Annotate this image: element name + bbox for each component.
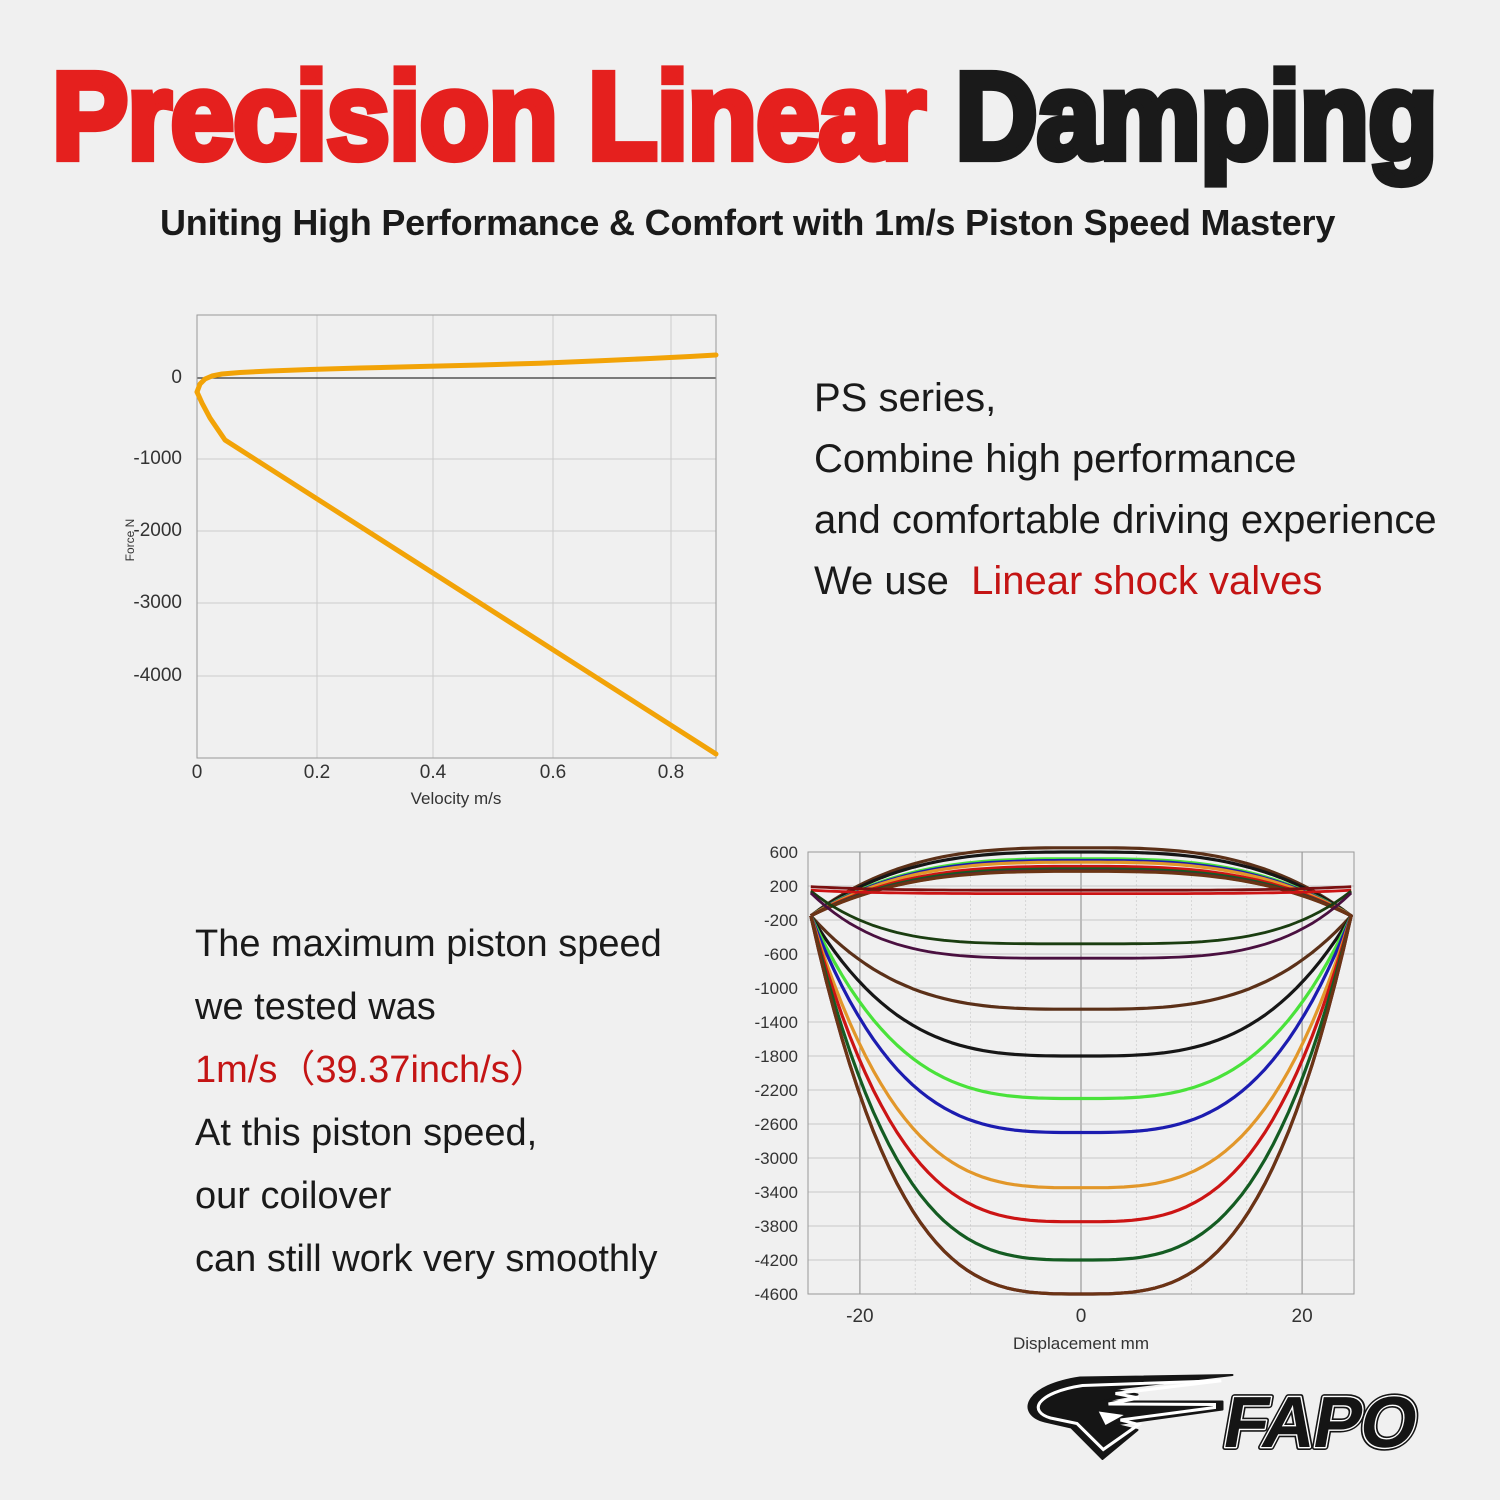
svg-text:-1800: -1800 — [755, 1047, 798, 1066]
svg-text:0: 0 — [171, 367, 182, 388]
svg-text:-2000: -2000 — [133, 520, 182, 541]
svg-text:Force N: Force N — [123, 519, 137, 562]
svg-text:-1400: -1400 — [755, 1013, 798, 1032]
svg-text:-2600: -2600 — [755, 1115, 798, 1134]
svg-text:-200: -200 — [764, 911, 798, 930]
svg-text:-1000: -1000 — [133, 448, 182, 469]
svg-text:Displacement mm: Displacement mm — [1013, 1334, 1149, 1353]
svg-text:-1000: -1000 — [755, 979, 798, 998]
svg-text:-4000: -4000 — [133, 665, 182, 686]
svg-text:FAPO: FAPO — [1218, 1382, 1424, 1462]
svg-text:Velocity m/s: Velocity m/s — [411, 789, 502, 808]
svg-text:-3400: -3400 — [755, 1183, 798, 1202]
svg-text:600: 600 — [770, 843, 798, 862]
svg-text:0: 0 — [1076, 1306, 1087, 1327]
svg-text:0.8: 0.8 — [658, 762, 684, 783]
svg-text:-600: -600 — [764, 945, 798, 964]
svg-text:0.4: 0.4 — [420, 762, 447, 783]
svg-text:200: 200 — [770, 877, 798, 896]
svg-text:0.6: 0.6 — [540, 762, 566, 783]
svg-text:-4600: -4600 — [755, 1285, 798, 1304]
svg-text:-3000: -3000 — [133, 592, 182, 613]
svg-text:0.2: 0.2 — [304, 762, 330, 783]
svg-text:-3800: -3800 — [755, 1217, 798, 1236]
svg-text:0: 0 — [192, 762, 203, 783]
svg-text:-20: -20 — [846, 1306, 873, 1327]
svg-text:-3000: -3000 — [755, 1149, 798, 1168]
svg-text:20: 20 — [1292, 1306, 1313, 1327]
svg-text:-4200: -4200 — [755, 1251, 798, 1270]
svg-text:-2200: -2200 — [755, 1081, 798, 1100]
